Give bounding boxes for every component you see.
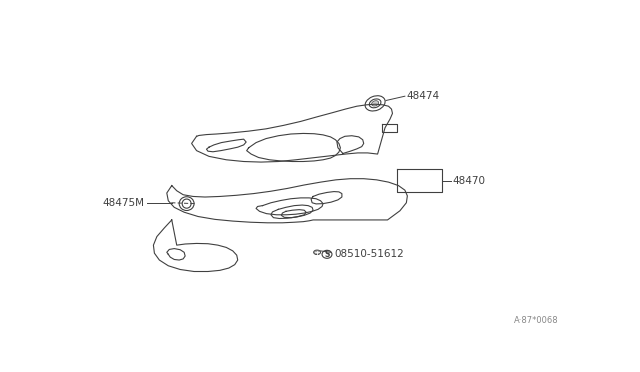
Ellipse shape <box>314 250 321 254</box>
Text: 08510-51612: 08510-51612 <box>334 249 404 259</box>
Text: 48470: 48470 <box>452 176 485 186</box>
Text: 48475M: 48475M <box>102 198 145 208</box>
Text: S: S <box>324 250 330 259</box>
Text: A·87*0068: A·87*0068 <box>514 316 559 326</box>
Text: 48474: 48474 <box>406 91 440 101</box>
Ellipse shape <box>372 101 379 106</box>
